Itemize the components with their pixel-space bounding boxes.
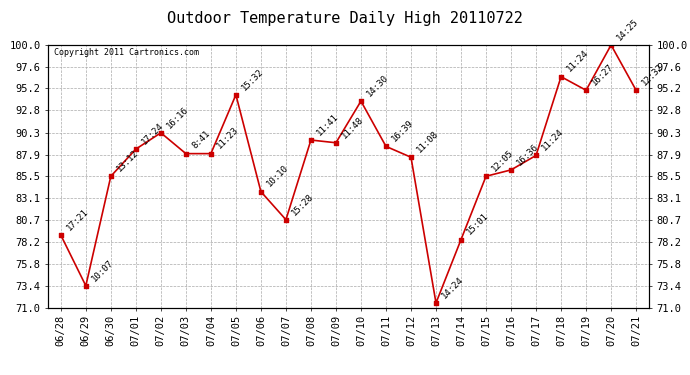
Point [80, 283, 91, 289]
Text: 15:28: 15:28 [290, 192, 315, 217]
Point [606, 42, 617, 48]
Text: 16:27: 16:27 [590, 62, 615, 87]
Text: 11:24: 11:24 [565, 48, 591, 74]
Point [431, 300, 442, 306]
Text: 16:36: 16:36 [515, 142, 540, 167]
Point [331, 140, 342, 146]
Text: 11:41: 11:41 [315, 112, 340, 137]
Point [55, 232, 66, 238]
Text: 13:12: 13:12 [115, 148, 140, 174]
Point [506, 167, 517, 173]
Point [180, 151, 191, 157]
Point [631, 87, 642, 93]
Text: Copyright 2011 Cartronics.com: Copyright 2011 Cartronics.com [55, 48, 199, 57]
Point [155, 130, 166, 136]
Text: 16:16: 16:16 [165, 105, 190, 130]
Text: 12:05: 12:05 [490, 148, 515, 174]
Point [580, 87, 591, 93]
Text: 11:24: 11:24 [540, 127, 566, 153]
Text: Outdoor Temperature Daily High 20110722: Outdoor Temperature Daily High 20110722 [167, 11, 523, 26]
Text: 14:30: 14:30 [365, 73, 391, 98]
Point [455, 237, 466, 243]
Text: 17:21: 17:21 [65, 207, 90, 232]
Text: 14:25: 14:25 [615, 17, 640, 42]
Point [555, 74, 566, 80]
Text: 15:01: 15:01 [465, 211, 491, 237]
Text: 12:32: 12:32 [640, 62, 666, 87]
Text: 10:07: 10:07 [90, 258, 115, 283]
Point [406, 154, 417, 160]
Text: 11:23: 11:23 [215, 126, 240, 151]
Text: 8:41: 8:41 [190, 129, 212, 151]
Point [306, 137, 317, 143]
Point [230, 92, 241, 98]
Point [255, 189, 266, 195]
Point [531, 152, 542, 158]
Text: 17:24: 17:24 [140, 121, 166, 146]
Text: 15:32: 15:32 [240, 67, 266, 92]
Point [355, 98, 366, 104]
Text: 10:10: 10:10 [265, 164, 290, 189]
Point [206, 151, 217, 157]
Point [106, 173, 117, 179]
Point [380, 143, 391, 149]
Text: 11:48: 11:48 [340, 115, 366, 140]
Text: 16:39: 16:39 [390, 118, 415, 144]
Text: 14:24: 14:24 [440, 275, 466, 300]
Point [480, 173, 491, 179]
Point [130, 146, 141, 152]
Text: 11:08: 11:08 [415, 129, 440, 154]
Point [280, 217, 291, 223]
